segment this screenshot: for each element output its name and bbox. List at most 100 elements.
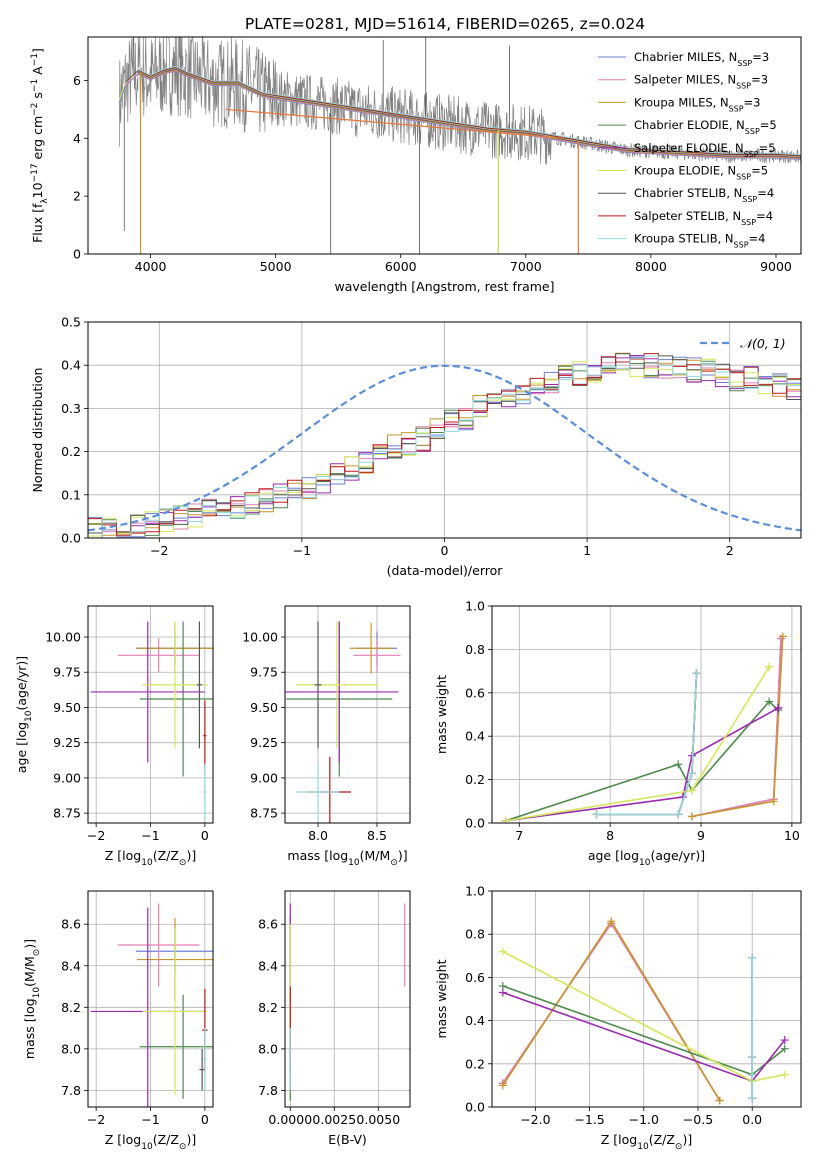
x-axis-label: age [log10(age/yr)] (588, 848, 705, 868)
legend-label: Chabrier STELIB, NSSP=4 (634, 186, 774, 204)
legend-label: Kroupa ELODIE, NSSP=5 (634, 164, 768, 182)
x-tick-label: 8.0 (308, 828, 328, 843)
y-tick-label: 8.6 (258, 917, 278, 932)
axes-frame (491, 605, 802, 824)
y-tick-label: 0.8 (465, 642, 485, 657)
spectrum-legend: Chabrier MILES, NSSP=3 Salpeter MILES, NS… (598, 50, 777, 249)
legend-label-sub: SSP (734, 240, 749, 249)
y-tick-label: 10.00 (242, 630, 278, 645)
y-tick-label: 1.0 (465, 884, 485, 899)
legend-label-name: Chabrier MILES, N (634, 50, 737, 64)
label-part: )] (398, 848, 408, 863)
panel-mass-vs-ebv: 0.0000 0.0025 0.0050 7.8 8.0 8.2 8.4 8.6 E(B-V) (258, 890, 411, 1147)
mass-weight-marker (687, 812, 696, 821)
y-tick-label: 0.8 (465, 927, 485, 942)
plot-area (90, 903, 213, 1107)
axes-frame (87, 36, 802, 255)
legend-label-value: =5 (760, 118, 777, 132)
legend-label-value: =4 (749, 232, 766, 246)
mass-weight-marker (501, 816, 510, 823)
legend-label: Salpeter MILES, NSSP=3 (634, 73, 768, 91)
plot-area (289, 903, 406, 1101)
x-tick-label: 6000 (385, 259, 417, 274)
axes-frame (284, 605, 411, 824)
model-curve (137, 66, 801, 156)
plot-area (90, 621, 213, 821)
y-tick-label: 9.00 (250, 770, 278, 785)
label-part: Z [log (105, 848, 141, 863)
x-axis-label: wavelength [Angstrom, rest frame] (334, 279, 554, 294)
legend-label-name: Chabrier ELODIE, N (634, 118, 745, 132)
mass-weight-marker (777, 634, 786, 643)
y-tick-label: 0.6 (465, 970, 485, 985)
mass-weight-marker (607, 917, 616, 926)
legend-label: Chabrier MILES, NSSP=3 (634, 50, 769, 68)
histogram-step (88, 355, 801, 538)
label-part: )] (682, 1132, 692, 1147)
label-part: ⊙ (179, 1142, 187, 1152)
mass-weight-marker (692, 669, 701, 678)
label-part: −1 (30, 79, 40, 92)
label-part: 10 (639, 858, 651, 868)
axes-frame (284, 890, 411, 1108)
mass-weight-marker (674, 760, 683, 769)
histogram-step (88, 356, 801, 538)
label-part: ⊙ (179, 858, 187, 868)
legend-label: Kroupa STELIB, NSSP=4 (634, 232, 765, 250)
legend-label: Salpeter ELODIE, NSSP=5 (634, 141, 776, 159)
mass-weight-marker (498, 988, 507, 997)
x-tick-label: −2 (87, 828, 105, 843)
x-tick-label: 8.5 (367, 828, 387, 843)
y-tick-label: 8.4 (61, 958, 81, 973)
mass-weight-marker (765, 662, 774, 671)
mass-weight-marker (748, 1094, 757, 1103)
mass-weight-line (691, 638, 782, 818)
x-tick-label: 10 (784, 828, 800, 843)
label-part: 10 (141, 858, 153, 868)
mass-weight-marker (774, 703, 783, 712)
legend-label-value: =5 (751, 164, 768, 178)
y-tick-label: 8.0 (258, 1041, 278, 1056)
label-part: −2 (30, 103, 40, 116)
label-part: λ (40, 198, 50, 204)
label-part: (age/yr)] (14, 656, 29, 711)
x-tick-label: −2 (87, 1112, 105, 1127)
y-tick-label: 8.0 (61, 1041, 81, 1056)
panel-spectrum: 4000 5000 6000 7000 8000 9000 0 2 4 6 wavelength [… (30, 36, 802, 294)
y-tick-label: 10.00 (45, 630, 81, 645)
y-tick-label: 9.50 (250, 700, 278, 715)
y-tick-label: 9.50 (53, 700, 81, 715)
x-tick-label: 8000 (635, 259, 667, 274)
y-tick-label: 8.4 (258, 958, 278, 973)
x-tick-label: 9000 (760, 259, 792, 274)
mass-weight-marker (778, 632, 787, 641)
x-tick-label: 0.0050 (356, 1112, 400, 1127)
y-tick-label: 7.8 (258, 1083, 278, 1098)
y-tick-label: 9.75 (53, 665, 81, 680)
legend-label-sub: SSP (745, 127, 760, 136)
legend-label-value: =5 (759, 141, 776, 155)
x-axis-label: Z [log10(Z/Z⊙)] (601, 1132, 692, 1152)
x-tick-label: 8 (606, 828, 614, 843)
mass-weight-line (691, 638, 782, 818)
y-tick-label: 0.2 (465, 772, 485, 787)
y-tick-label: 0.4 (61, 358, 81, 373)
label-part: A (30, 66, 45, 79)
label-part: (Z/Z (649, 1132, 675, 1147)
model-curve (137, 68, 801, 159)
mass-weight-line (596, 673, 698, 816)
legend-label-name: Salpeter STELIB, N (634, 209, 741, 223)
histogram-step (88, 358, 801, 537)
label-part: 10 (637, 1142, 649, 1152)
model-curve (137, 69, 801, 159)
x-tick-label: 1 (583, 543, 591, 558)
model-curve-orange (225, 108, 564, 139)
legend-label-name: Kroupa MILES, N (634, 95, 729, 109)
x-tick-label: −1.0 (629, 1112, 659, 1127)
x-tick-label: 5000 (260, 259, 292, 274)
y-tick-label: 9.00 (53, 770, 81, 785)
label-part: (age/yr)] (650, 848, 705, 863)
gaussian-curve (88, 364, 801, 532)
